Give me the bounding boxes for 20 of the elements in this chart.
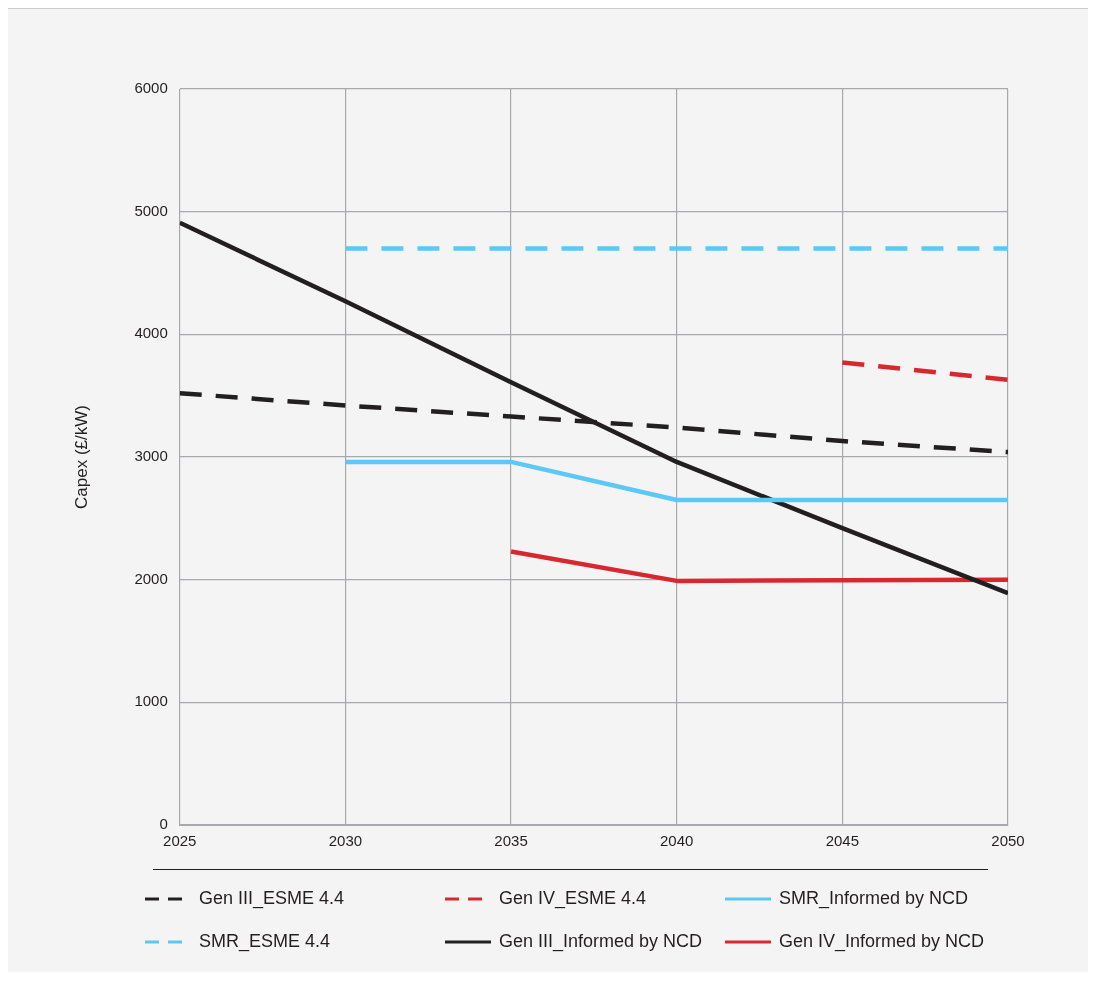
y-tick-label: 2000 <box>134 569 168 587</box>
y-tick-label: 6000 <box>134 79 168 97</box>
legend-label: SMR_ESME 4.4 <box>199 931 331 952</box>
legend-label: Gen III_ESME 4.4 <box>199 888 345 909</box>
x-tick-label: 2050 <box>991 832 1025 850</box>
x-tick-label: 2045 <box>825 832 860 850</box>
y-tick-label: 4000 <box>134 324 168 342</box>
legend-label: Gen IV_Informed by NCD <box>779 931 985 952</box>
y-tick-label: 5000 <box>134 201 168 219</box>
legend-label: SMR_Informed by NCD <box>779 888 969 909</box>
y-axis-title: Capex (£/kW) <box>71 405 91 509</box>
y-tick-label: 1000 <box>134 692 168 710</box>
y-tick-label: 3000 <box>134 447 168 465</box>
legend-label: Gen III_Informed by NCD <box>499 931 703 952</box>
x-tick-label: 2025 <box>163 832 197 850</box>
y-tick-label: 0 <box>159 815 168 833</box>
x-tick-label: 2030 <box>328 832 363 850</box>
x-tick-label: 2035 <box>494 832 528 850</box>
legend-label: Gen IV_ESME 4.4 <box>499 888 647 909</box>
x-tick-label: 2040 <box>660 832 694 850</box>
